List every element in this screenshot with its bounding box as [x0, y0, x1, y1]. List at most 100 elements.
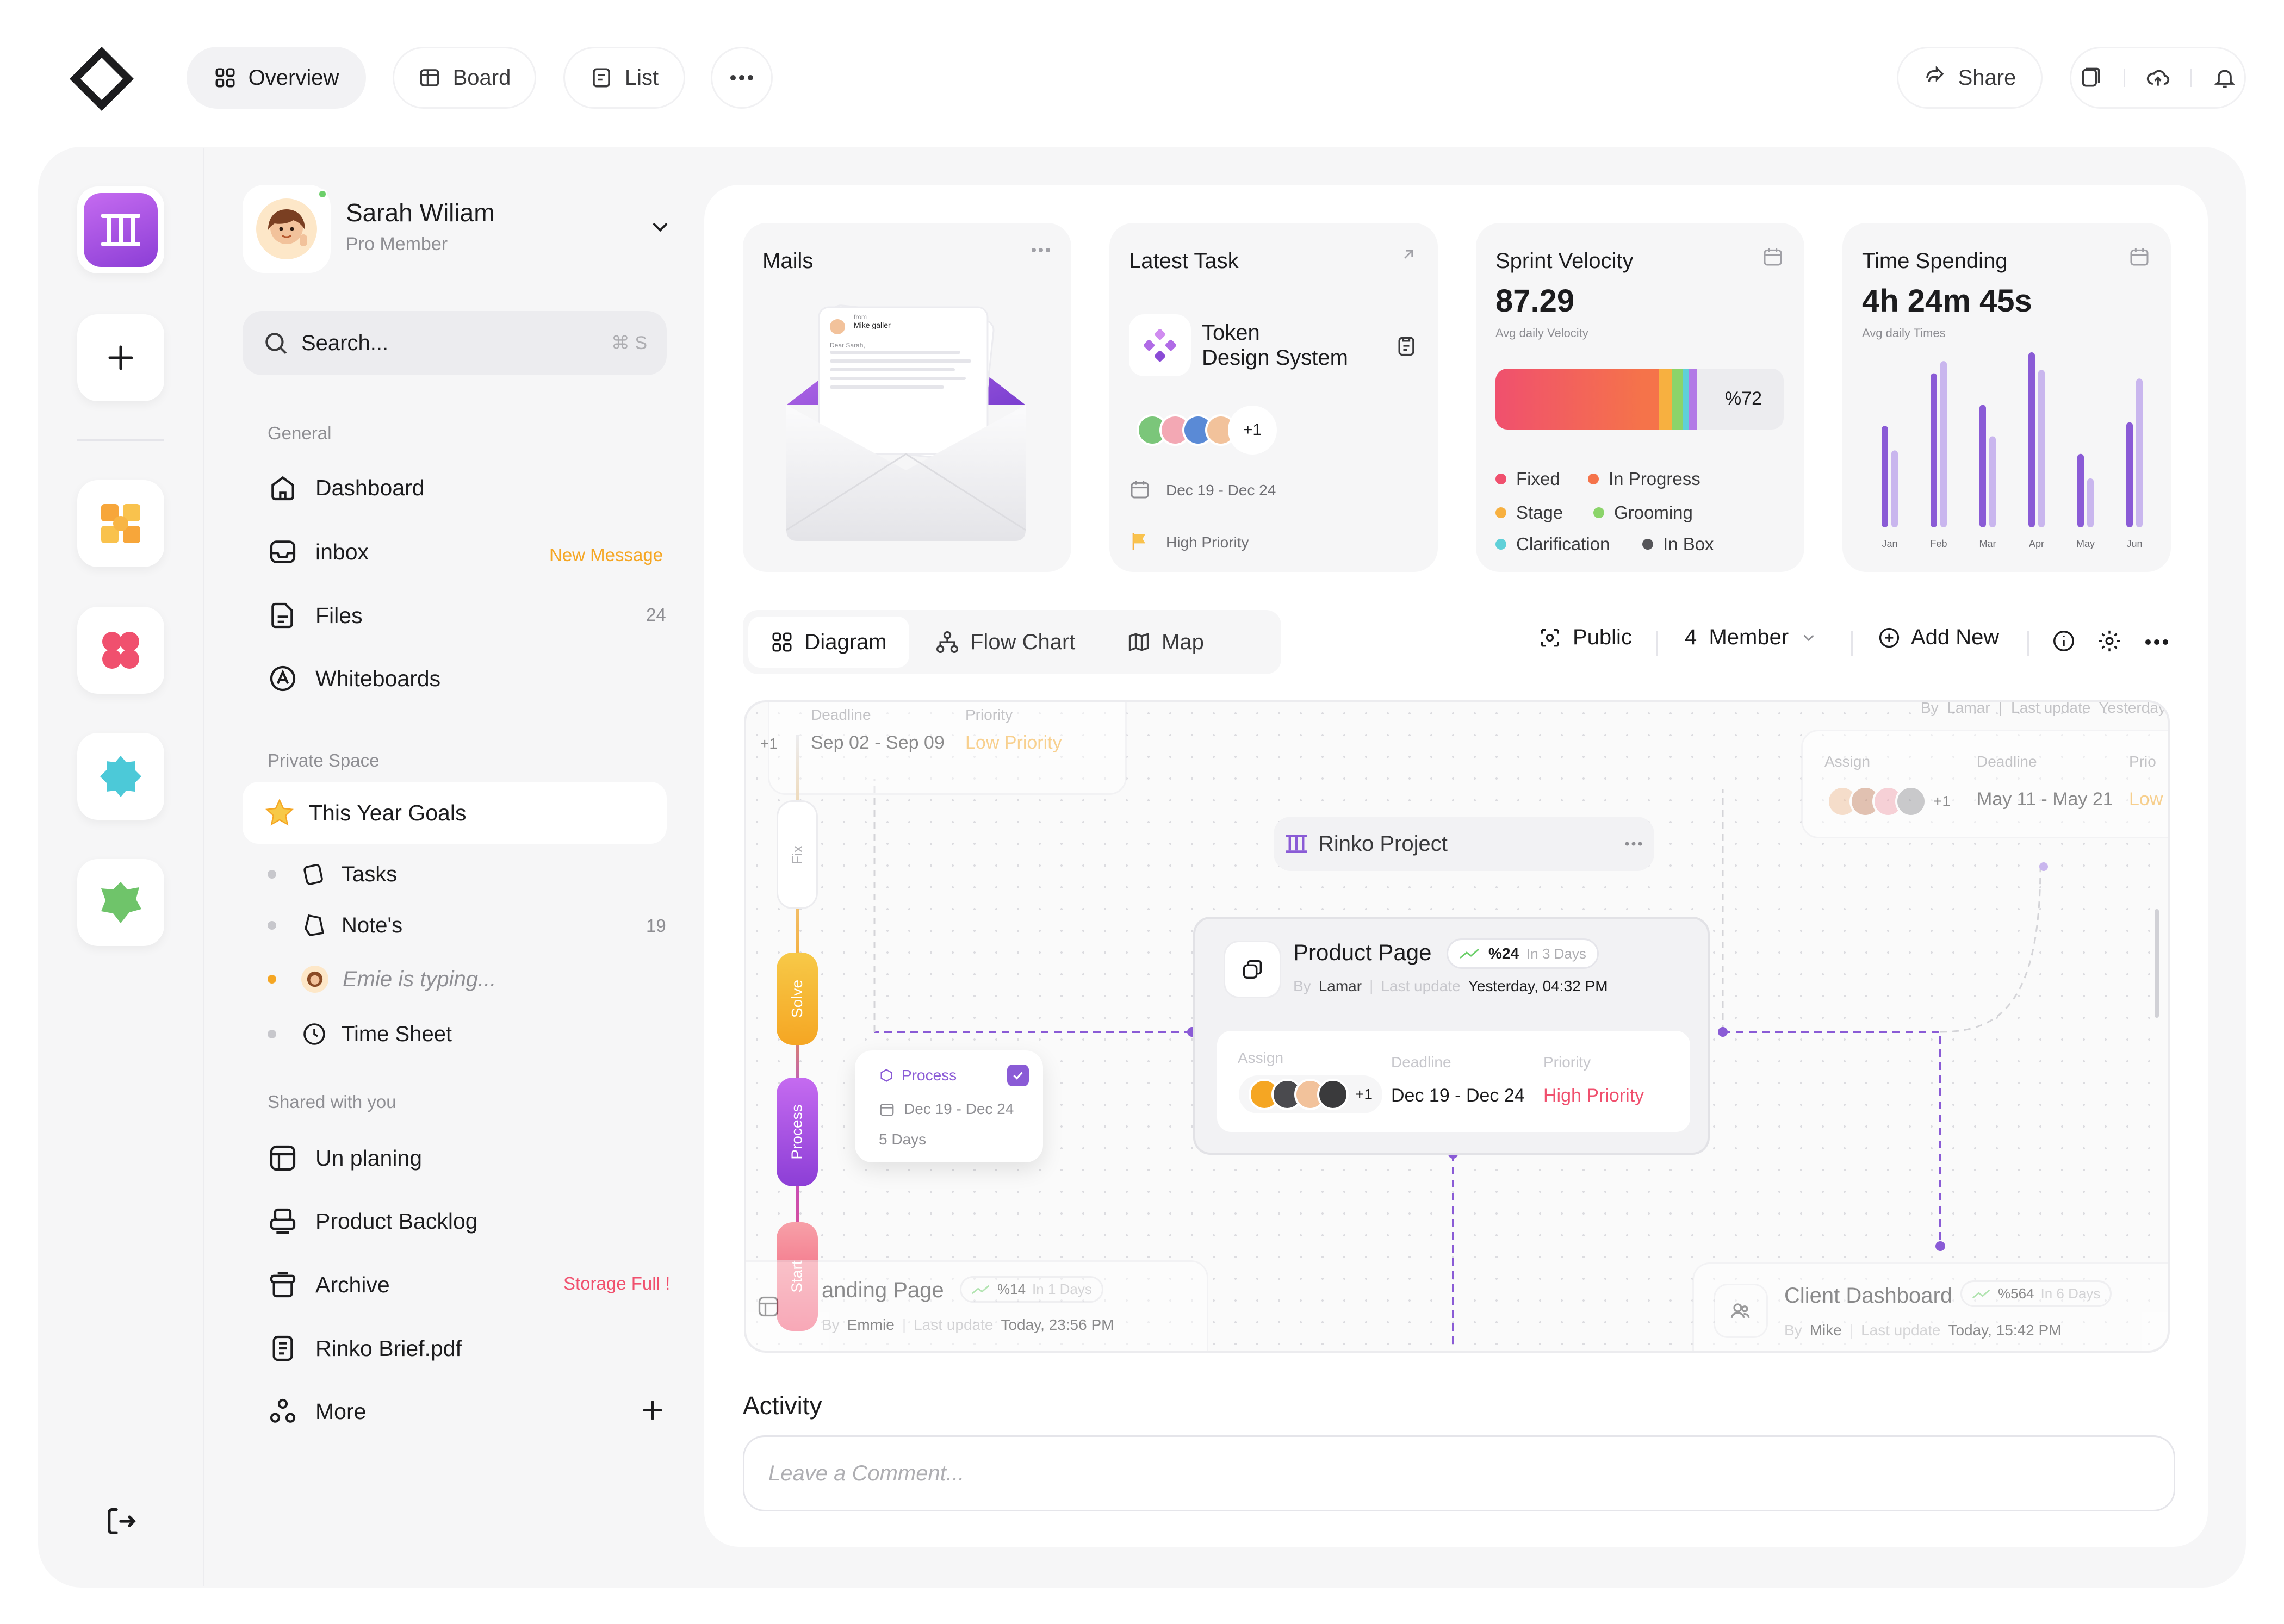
add-workspace-button[interactable] [77, 314, 164, 401]
tick-label-feb: Feb [1930, 538, 1947, 549]
calendar-icon [880, 1104, 894, 1116]
sidebar-item-notes[interactable]: Note's [268, 912, 402, 938]
sidebar-item-inbox[interactable]: inbox [266, 536, 369, 568]
growth-days: In 3 Days [1526, 945, 1586, 962]
stage-solve[interactable]: Solve [777, 953, 818, 1045]
workspace-green[interactable] [77, 859, 164, 946]
bar-apr-s2[interactable] [2038, 370, 2045, 527]
user-profile[interactable]: Sarah Wiliam Pro Member [243, 185, 672, 274]
tab-diagram[interactable]: Diagram [748, 617, 909, 668]
stage-process[interactable]: Process [777, 1078, 818, 1186]
trend-up-icon [971, 1285, 990, 1294]
calendar-icon [1129, 478, 1151, 503]
process-checkbox[interactable] [1007, 1065, 1029, 1086]
node-icon-box [1224, 941, 1281, 998]
info-icon[interactable] [2051, 629, 2076, 656]
share-button[interactable]: Share [1897, 47, 2043, 109]
tab-board[interactable]: Board [393, 47, 536, 109]
member-dropdown[interactable]: 4 Member [1685, 625, 1818, 650]
bar-feb-s1[interactable] [1931, 373, 1937, 527]
bar-jun-s1[interactable] [2126, 422, 2133, 527]
app-logo[interactable] [67, 45, 136, 113]
growth-badge: %24 In 3 Days [1447, 938, 1599, 969]
sidebar-item-more[interactable]: More [266, 1395, 366, 1428]
tab-map[interactable]: Map [1127, 617, 1204, 668]
search-input[interactable]: Search... ⌘ S [243, 311, 667, 375]
users-icon-box [1714, 1284, 1768, 1338]
diagram-canvas[interactable]: Deadline Priority Sep 02 - Sep 09 Low Pr… [744, 700, 2170, 1353]
files-count: 24 [646, 605, 666, 625]
workspace-orange[interactable] [77, 480, 164, 567]
sidebar-item-whiteboards[interactable]: Whiteboards [266, 662, 440, 695]
sidebar-item-rinko-brief[interactable]: Rinko Brief.pdf [266, 1332, 462, 1365]
more-dots-icon[interactable] [1625, 842, 1642, 846]
logout-button[interactable] [103, 1504, 141, 1542]
trend-up-icon [1972, 1289, 1990, 1298]
sidebar-item-files[interactable]: Files [266, 599, 363, 632]
assign-label: Assign [1238, 1049, 1284, 1066]
clipboard-icon[interactable] [1394, 334, 1418, 360]
node-top-right[interactable]: Assign Deadline Prio +1 May 11 - May 21 … [1801, 730, 2168, 838]
cloud-upload-icon[interactable] [2146, 66, 2170, 90]
plus-icon [643, 1401, 662, 1420]
sidebar-item-tasks[interactable]: Tasks [268, 861, 397, 887]
more-dots-icon[interactable] [2145, 638, 2169, 648]
bar-mar-s1[interactable] [1979, 405, 1986, 527]
arrow-up-right-icon[interactable] [1400, 246, 1417, 266]
node-title: anding Page [822, 1278, 944, 1302]
node-product-page[interactable]: Product Page %24 In 3 Days By Lamar | La… [1193, 917, 1710, 1155]
bar-jan-s1[interactable] [1882, 426, 1888, 527]
node-top-left[interactable]: Deadline Priority Sep 02 - Sep 09 Low Pr… [768, 702, 1127, 795]
workspace-logo[interactable] [77, 186, 164, 273]
stage-fix[interactable]: Fix [777, 800, 818, 909]
bar-jun-s2[interactable] [2136, 378, 2143, 527]
bar-may-s1[interactable] [2077, 453, 2084, 527]
trend-up-icon [1460, 948, 1479, 959]
latest-task-card[interactable]: Latest Task Token Design System +1 Dec 1… [1109, 223, 1438, 572]
sidebar-item-archive[interactable]: Archive [266, 1268, 390, 1301]
calendar-icon[interactable] [2128, 246, 2150, 270]
bell-icon[interactable] [2213, 66, 2237, 90]
assign-label: Assign [1824, 753, 1871, 770]
visibility-button[interactable]: Public [1538, 625, 1632, 650]
bar-may-s2[interactable] [2087, 478, 2094, 527]
sidebar-item-un-planing[interactable]: Un planing [266, 1142, 422, 1174]
copy-icon[interactable] [2079, 66, 2103, 90]
group-rinko-project[interactable]: Rinko Project [1274, 817, 1654, 871]
sidebar-item-typing[interactable]: Emie is typing... [268, 966, 496, 993]
sprint-title: Sprint Velocity [1495, 249, 1634, 273]
settings-gear-icon[interactable] [2097, 629, 2122, 656]
sidebar-item-year-goals[interactable]: This Year Goals [243, 782, 667, 844]
more-tabs-button[interactable] [711, 47, 773, 109]
more-dots-icon[interactable] [1031, 246, 1051, 256]
bar-apr-s1[interactable] [2028, 352, 2035, 527]
sidebar-item-time-sheet[interactable]: Time Sheet [268, 1021, 452, 1047]
process-dates: Dec 19 - Dec 24 [879, 1100, 1014, 1118]
tab-list[interactable]: List [563, 47, 685, 109]
add-more-button[interactable] [640, 1397, 666, 1426]
vertical-scrollbar[interactable] [2155, 909, 2159, 1018]
mails-title: Mails [762, 249, 814, 273]
workspace-red[interactable] [77, 607, 164, 694]
sidebar-label: Tasks [342, 862, 398, 886]
sidebar-item-product-backlog[interactable]: Product Backlog [266, 1205, 478, 1237]
process-popover[interactable]: Process Dec 19 - Dec 24 5 Days [855, 1050, 1043, 1162]
tab-overview[interactable]: Overview [187, 47, 366, 109]
bar-jan-s2[interactable] [1891, 450, 1898, 527]
bar-mar-s2[interactable] [1989, 436, 1996, 527]
chevron-down-icon[interactable] [648, 215, 672, 239]
layout-icon [266, 1142, 299, 1174]
node-client-dashboard[interactable]: Client Dashboard %564 In 6 Days By Mike | La… [1692, 1262, 2168, 1351]
add-new-button[interactable]: Add New [1877, 625, 1999, 650]
workspace-teal[interactable] [77, 733, 164, 820]
bar-feb-s2[interactable] [1940, 361, 1947, 527]
sprint-sub: Avg daily Velocity [1495, 326, 1588, 340]
comment-input[interactable]: Leave a Comment... [743, 1435, 2175, 1511]
calendar-icon[interactable] [1762, 246, 1784, 270]
mails-card[interactable]: Mails from Mike galler Dear Sarah, [743, 223, 1071, 572]
node-landing-page[interactable]: anding Page %14 In 1 Days By Emmie | Last up… [746, 1260, 1208, 1351]
sidebar-item-dashboard[interactable]: Dashboard [266, 471, 425, 504]
time-spending-card[interactable]: Time Spending 4h 24m 45s Avg daily Times… [1842, 223, 2171, 572]
tab-flow-chart[interactable]: Flow Chart [935, 617, 1075, 668]
sprint-velocity-card[interactable]: Sprint Velocity 87.29 Avg daily Velocity… [1476, 223, 1804, 572]
